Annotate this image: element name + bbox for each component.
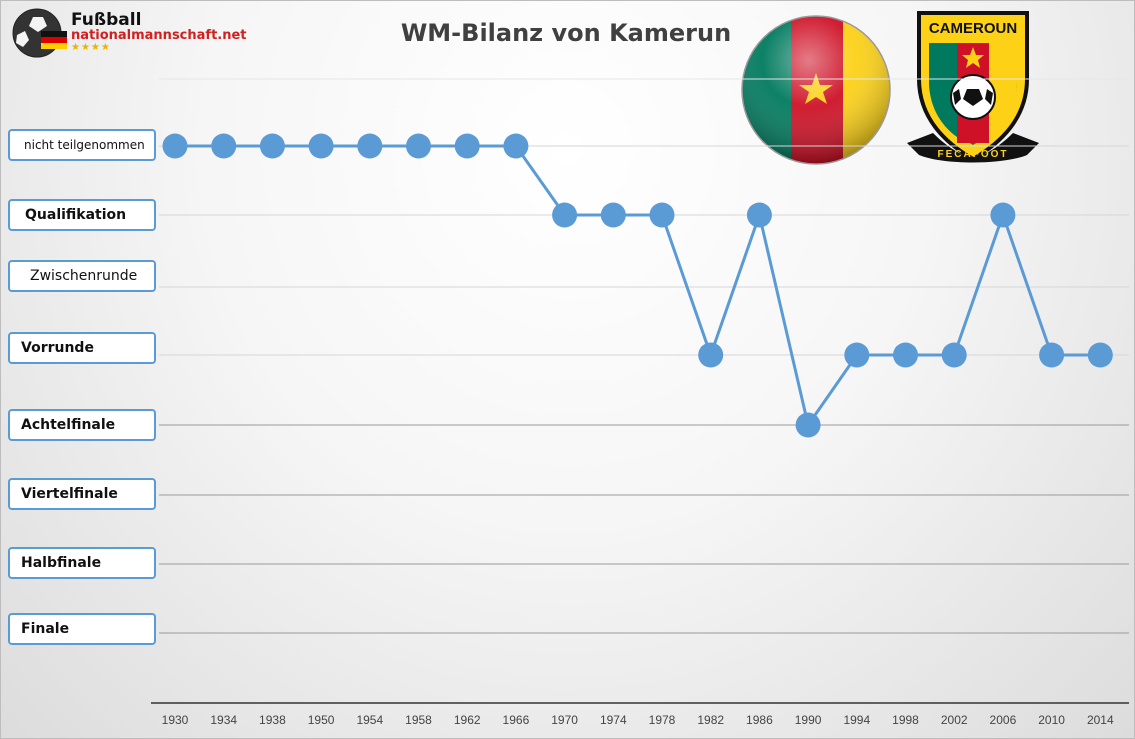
data-point-1958 — [406, 133, 431, 159]
data-point-1962 — [454, 133, 480, 159]
x-tick-label: 1962 — [454, 713, 481, 727]
badge-text-bottom: FECAFOOT — [938, 149, 1009, 160]
x-tick-label: 1958 — [405, 713, 432, 727]
x-tick-label: 1970 — [551, 713, 578, 727]
x-tick-label: 2002 — [941, 713, 968, 727]
x-tick-label: 1978 — [649, 713, 676, 727]
data-point-1966 — [503, 133, 529, 159]
data-point-1982 — [698, 342, 724, 368]
x-tick-label: 1994 — [843, 713, 870, 727]
data-point-1990 — [795, 412, 821, 438]
x-tick-label: 1990 — [795, 713, 822, 727]
data-point-2010 — [1039, 342, 1065, 368]
logo-stars: ★★★★ — [71, 42, 111, 53]
y-level-label: Finale — [8, 613, 156, 645]
y-level-label: nicht teilgenommen — [8, 129, 156, 161]
cameroon-flag-sphere-icon — [741, 15, 891, 165]
x-tick-label: 1966 — [503, 713, 530, 727]
y-level-label: Viertelfinale — [8, 478, 156, 510]
x-tick-label: 1986 — [746, 713, 773, 727]
x-tick-label: 1930 — [162, 713, 189, 727]
data-point-1934 — [211, 133, 237, 159]
data-point-1994 — [844, 342, 870, 368]
chart-title: WM-Bilanz von Kamerun — [400, 19, 732, 47]
data-point-1954 — [357, 133, 383, 159]
x-tick-label: 1974 — [600, 713, 627, 727]
y-level-label: Achtelfinale — [8, 409, 156, 441]
logo-subtitle: nationalmannschaft.net — [71, 28, 247, 43]
y-level-label: Vorrunde — [8, 332, 156, 364]
data-point-2002 — [941, 342, 967, 368]
x-tick-label: 1938 — [259, 713, 286, 727]
y-level-label: Halbfinale — [8, 547, 156, 579]
data-point-1938 — [259, 133, 285, 159]
fecafoot-badge-icon: CAMEROUN FECAFOOT — [907, 11, 1039, 163]
data-point-1974 — [600, 202, 626, 228]
data-point-2014 — [1087, 342, 1113, 368]
data-point-2006 — [990, 202, 1016, 228]
x-tick-label: 2006 — [990, 713, 1017, 727]
x-tick-label: 1998 — [892, 713, 919, 727]
x-tick-label: 1934 — [210, 713, 237, 727]
soccer-ball-with-german-flag-icon — [12, 8, 67, 58]
x-tick-label: 2010 — [1038, 713, 1065, 727]
data-point-1986 — [746, 202, 772, 228]
data-point-1970 — [552, 202, 578, 228]
data-point-1978 — [649, 202, 675, 228]
data-point-1998 — [893, 342, 918, 368]
x-tick-label: 1982 — [697, 713, 724, 727]
logo-title: Fußball — [71, 10, 142, 30]
x-tick-label: 2014 — [1087, 713, 1114, 727]
badge-text-top: CAMEROUN — [929, 20, 1017, 37]
y-level-label: Qualifikation — [8, 199, 156, 231]
x-tick-label: 1950 — [308, 713, 335, 727]
data-point-1950 — [308, 133, 334, 159]
series-line — [175, 144, 1101, 429]
data-point-1930 — [162, 133, 188, 159]
x-tick-label: 1954 — [356, 713, 383, 727]
y-level-label: Zwischenrunde — [8, 260, 156, 292]
